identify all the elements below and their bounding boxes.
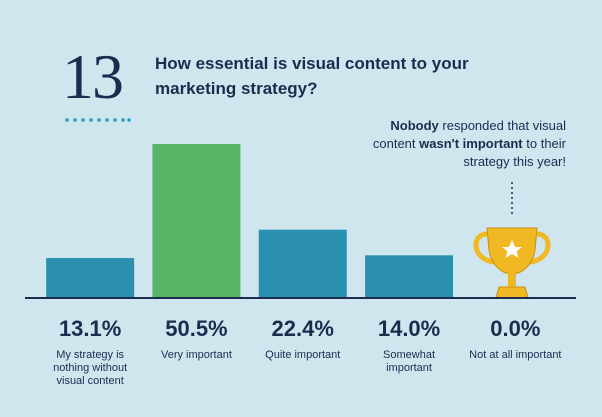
bar (365, 255, 454, 298)
category-label: Quite important (265, 349, 341, 361)
bar (258, 229, 347, 298)
category-label: Somewhat important (383, 349, 436, 374)
value-label: 50.5% (165, 316, 228, 341)
bar (152, 144, 241, 298)
badge: 13 (62, 41, 124, 112)
value-label: 0.0% (490, 316, 541, 341)
annotation: Nobody responded that visual content was… (361, 117, 566, 171)
annotation-part: responded that visual content (372, 118, 566, 151)
annotation-part: to their strategy this year! (463, 136, 566, 169)
value-label: 13.1% (58, 316, 122, 341)
value-label: 14.0% (377, 316, 441, 341)
trophy (473, 227, 551, 299)
category-label: Very important (160, 349, 232, 361)
category-label: My strategy is nothing without visual co… (53, 349, 128, 387)
dots (65, 118, 131, 122)
value-label: 22.4% (271, 316, 334, 341)
annotation-part: Nobody (390, 118, 439, 133)
bar (46, 258, 135, 298)
annotation-part: wasn't important (419, 136, 523, 151)
category-label: Not at all important (469, 349, 562, 361)
chart-title: How essential is visual content to your … (155, 54, 469, 98)
